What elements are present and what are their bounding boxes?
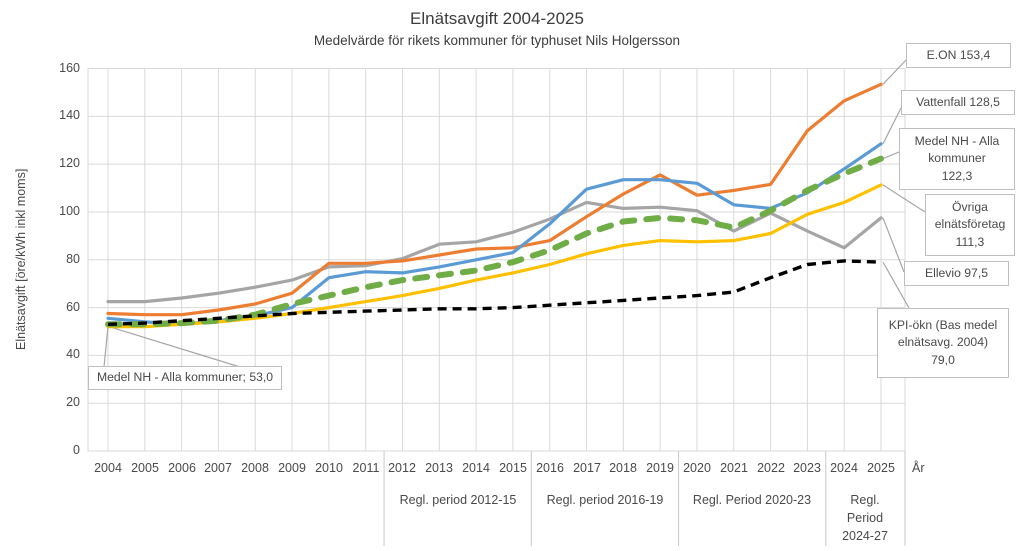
y-tick-label: 60 (66, 300, 80, 314)
chart-subtitle: Medelvärde för rikets kommuner för typhu… (313, 33, 681, 48)
series-line-e-on (106, 82, 883, 317)
x-tick-label: 2025 (867, 461, 895, 475)
annotation-leader-line (103, 326, 109, 368)
y-tick-label: 140 (59, 108, 80, 122)
regulation-period-label-2012-15: Regl. period 2012-15 (399, 493, 517, 507)
series-line-medel-nh-alla-kommuner (105, 155, 884, 328)
y-tick-label: 80 (66, 252, 80, 266)
x-tick-label: 2016 (536, 461, 564, 475)
regulation-period-label-2016-19: Regl. period 2016-19 (546, 493, 664, 507)
series-line-ellevio (106, 200, 883, 304)
x-tick-label: 2019 (646, 461, 674, 475)
x-tick-label: 2004 (94, 461, 122, 475)
x-tick-label: 2006 (168, 461, 196, 475)
x-tick-label: 2011 (352, 461, 380, 475)
x-tick-label: 2017 (573, 461, 601, 475)
x-tick-label: 2015 (499, 461, 527, 475)
y-tick-label: 0 (73, 443, 80, 457)
x-tick-label: 2012 (388, 461, 416, 475)
callout-medel-nh: Medel NH - Alla kommuner 122,3 (899, 128, 1015, 190)
x-tick-label: 2024 (830, 461, 858, 475)
x-tick-label: 2021 (720, 461, 748, 475)
y-tick-label: 20 (66, 395, 80, 409)
callout-leader-line (882, 261, 910, 309)
regulation-period-label-2024-27: Regl. Period 2024-27 (842, 493, 888, 543)
x-tick-label: 2005 (131, 461, 159, 475)
x-axis-title: År (912, 461, 925, 475)
callout-leader-line (882, 217, 905, 273)
y-axis-title: Elnätsavgift [öre/kWh inkl moms] (14, 168, 28, 351)
chart-title: Elnätsavgift 2004-2025 (410, 9, 584, 28)
series-line-kpi-kn-bas-medel-eln-tsavg-2004- (107, 259, 882, 326)
x-tick-label: 2023 (793, 461, 821, 475)
x-tick-label: 2014 (462, 461, 490, 475)
callout-eon: E.ON 153,4 (906, 43, 1011, 68)
x-tick-label: 2010 (315, 461, 343, 475)
x-tick-label: 2020 (683, 461, 711, 475)
callout-ellevio: Ellevio 97,5 (904, 261, 1009, 286)
regulation-period-label-2020-23: Regl. Period 2020-23 (692, 493, 812, 507)
callout-vattenfall: Vattenfall 128,5 (901, 90, 1015, 115)
y-tick-label: 160 (59, 61, 80, 75)
x-tick-label: 2008 (241, 461, 269, 475)
y-tick-label: 120 (59, 156, 80, 170)
callout-leader-line (882, 59, 907, 85)
callout-ovriga: Övriga elnätsföretag 111,3 (925, 194, 1015, 256)
x-tick-label: 2007 (204, 461, 232, 475)
x-tick-label: 2018 (609, 461, 637, 475)
callout-leader-line (882, 184, 926, 213)
x-tick-label: 2009 (278, 461, 306, 475)
callout-leader-line (882, 151, 900, 160)
plot-border (87, 68, 906, 452)
x-tick-label: 2013 (425, 461, 453, 475)
annotation-start-value: Medel NH - Alla kommuner; 53,0 (88, 366, 282, 390)
x-tick-label: 2022 (757, 461, 785, 475)
y-tick-label: 40 (66, 347, 80, 361)
y-tick-label: 100 (59, 204, 80, 218)
annotation-leader-line (107, 325, 241, 368)
callout-leader-line (882, 107, 902, 145)
callout-kpi: KPI-ökn (Bas medel elnätsavg. 2004) 79,0 (877, 308, 1009, 378)
